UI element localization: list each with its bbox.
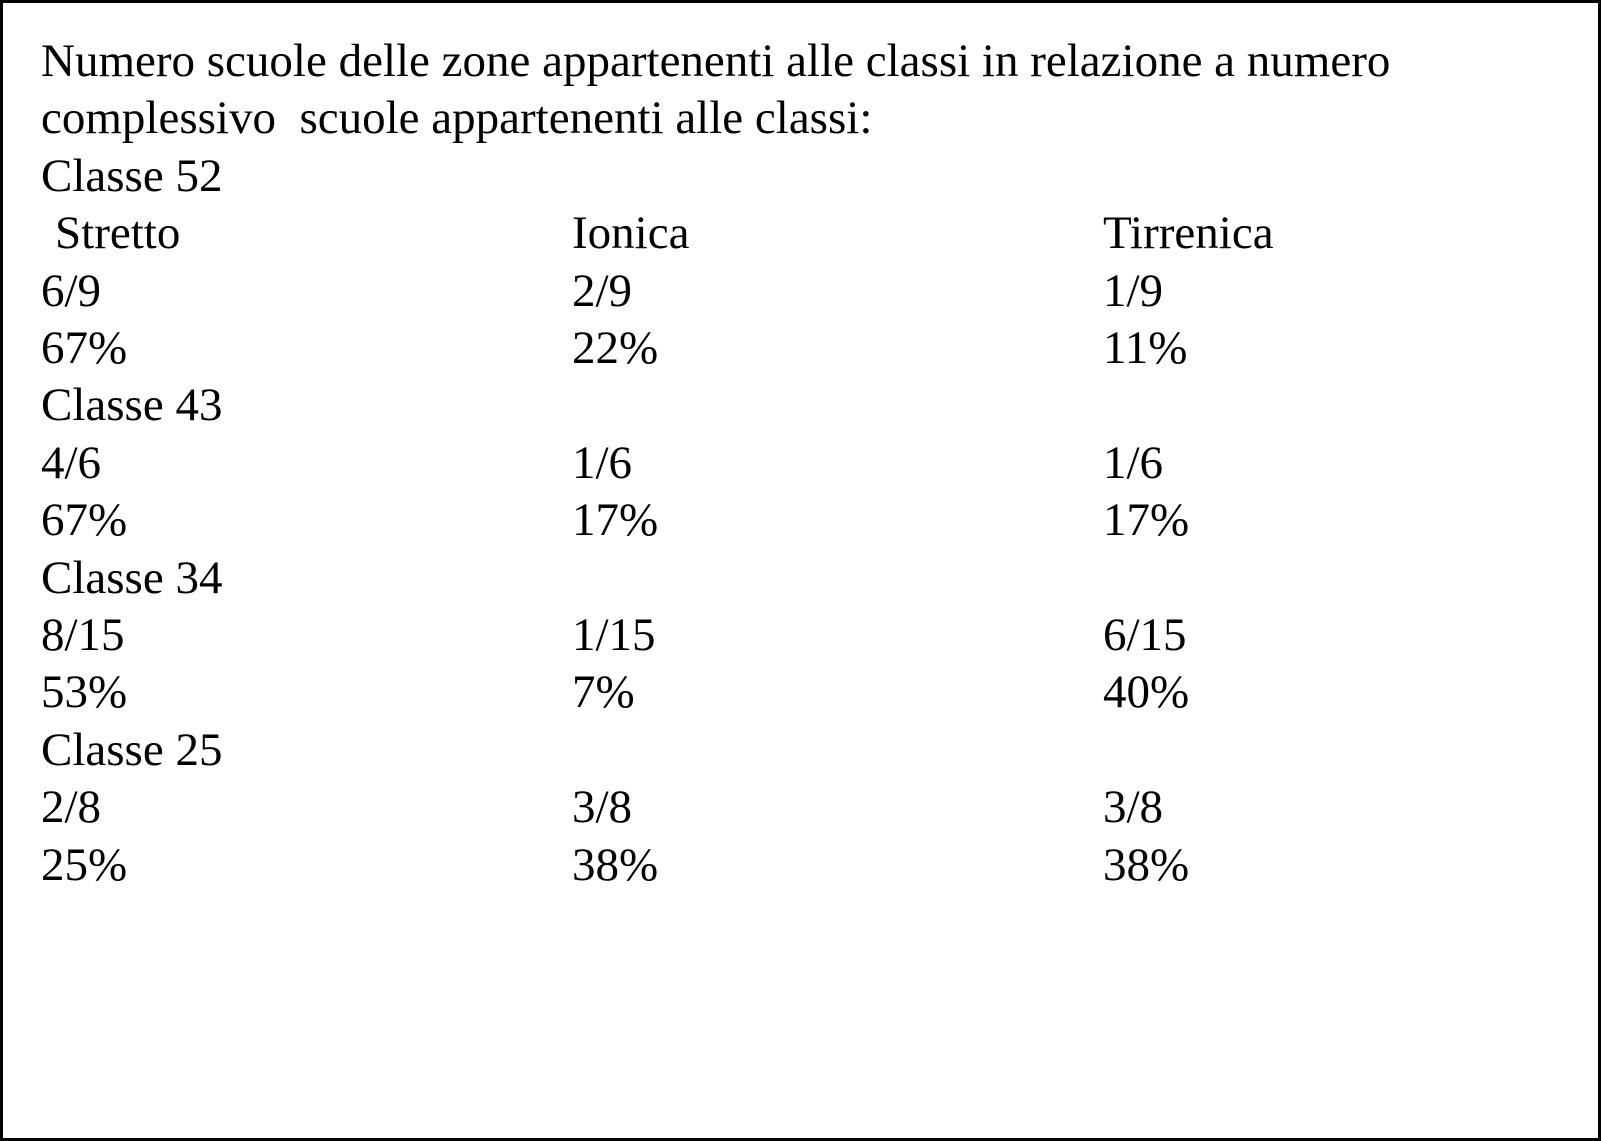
fraction: 6/15 [1103,608,1187,661]
fraction: 6/9 [41,264,102,317]
percent-row: 25% 38% 38% [41,837,1541,894]
percent: 38% [1103,838,1190,891]
fraction-row: 2/8 3/8 3/8 [41,779,1541,836]
fraction-row: 4/6 1/6 1/6 [41,435,1541,492]
class-name: Classe 34 [41,551,223,604]
fraction: 3/8 [1103,781,1164,834]
percent: 67% [41,321,128,374]
fraction: 1/9 [1103,264,1164,317]
fraction: 3/8 [572,781,633,834]
fraction: 1/15 [572,608,656,661]
fraction: 1/6 [1103,436,1164,489]
fraction: 2/8 [41,781,102,834]
percent: 11% [1103,321,1188,374]
class-name: Classe 43 [41,379,223,432]
fraction-row: 6/9 2/9 1/9 [41,263,1541,320]
percent: 67% [41,494,128,547]
fraction: 4/6 [41,436,102,489]
percent-row: 67% 17% 17% [41,492,1541,549]
class-row: Classe 43 [41,377,1541,434]
fraction: 2/9 [572,264,633,317]
percent-row: 67% 22% 11% [41,320,1541,377]
column-header: Stretto [55,207,181,260]
percent: 40% [1103,666,1190,719]
percent: 22% [572,321,659,374]
percent: 17% [1103,494,1190,547]
class-name: Classe 52 [41,149,223,202]
percent: 7% [572,666,635,719]
class-row: Classe 25 [41,722,1541,779]
class-row: Classe 34 [41,550,1541,607]
title: Numero scuole delle zone appartenenti al… [41,35,1403,145]
class-name: Classe 25 [41,723,223,776]
content: Numero scuole delle zone appartenenti al… [41,33,1541,894]
percent: 53% [41,666,128,719]
column-header: Tirrenica [1103,207,1274,260]
percent: 17% [572,494,659,547]
percent-row: 53% 7% 40% [41,664,1541,721]
column-header-row: Stretto Ionica Tirrenica [41,205,1541,262]
fraction: 8/15 [41,608,125,661]
fraction: 1/6 [572,436,633,489]
percent: 25% [41,838,128,891]
column-header: Ionica [572,207,690,260]
percent: 38% [572,838,659,891]
fraction-row: 8/15 1/15 6/15 [41,607,1541,664]
class-row: Classe 52 [41,148,1541,205]
